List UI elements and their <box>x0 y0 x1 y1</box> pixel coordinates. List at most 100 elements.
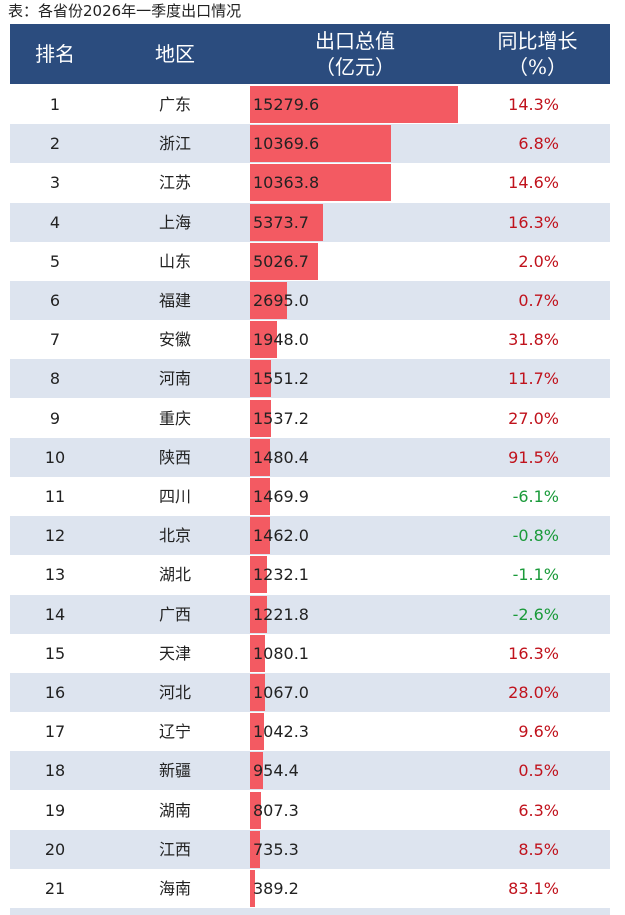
region: 海南 <box>158 879 191 898</box>
rank: 19 <box>44 800 66 820</box>
export-value: 1480.4 <box>253 447 309 467</box>
growth: -1.1% <box>512 565 559 585</box>
region: 河南 <box>158 369 191 389</box>
growth: -6.1% <box>512 487 559 506</box>
table-row: 9 重庆 1537.2 27.0% <box>10 399 610 438</box>
table-body: 1 广东 15279.6 14.3% 2 浙江 10369.6 6.8% 3 江苏 10363.8 1… <box>10 85 610 915</box>
rank: 11 <box>44 487 66 506</box>
rank: 10 <box>44 447 66 467</box>
bar <box>250 713 265 751</box>
growth: -0.8% <box>512 526 559 546</box>
rank: 14 <box>44 604 66 624</box>
table-row: 2 浙江 10369.6 6.8% <box>10 124 610 164</box>
export-value: 1042.3 <box>253 722 309 742</box>
bar <box>250 321 277 359</box>
region: 广东 <box>158 95 191 114</box>
table-row: 16 河北 1067.0 28.0% <box>10 673 610 712</box>
bar <box>250 164 392 202</box>
bar <box>250 282 287 319</box>
growth: 6.8% <box>518 134 559 154</box>
bar <box>250 399 271 437</box>
table-title: 表：各省份2026年一季度出口情况 <box>8 2 242 20</box>
bar <box>250 517 270 555</box>
growth: 83.1% <box>508 879 559 898</box>
table-row: 4 上海 5373.7 16.3% <box>10 202 610 242</box>
table-header: 排名 地区 出口总值 （亿元） 同比增长 （%） <box>10 24 610 84</box>
export-value: 5373.7 <box>253 212 309 232</box>
region: 河北 <box>158 683 191 702</box>
growth: 14.6% <box>508 173 559 193</box>
bar <box>250 830 260 868</box>
table-row: 8 河南 1551.2 11.7% <box>10 359 610 399</box>
region: 北京 <box>158 526 191 546</box>
bar <box>250 634 265 672</box>
region: 浙江 <box>158 134 191 154</box>
rank: 15 <box>44 643 66 663</box>
rank: 18 <box>44 761 66 781</box>
region: 湖南 <box>158 800 191 820</box>
region: 上海 <box>158 212 191 232</box>
table-row: 18 新疆 954.4 0.5% <box>10 751 610 791</box>
rank: 5 <box>49 251 61 271</box>
bar <box>250 203 324 241</box>
rank: 12 <box>44 526 66 546</box>
column-header: 出口总值 （亿元） <box>315 29 395 79</box>
bar <box>250 870 256 907</box>
region: 辽宁 <box>158 722 191 742</box>
rank: 13 <box>44 565 66 585</box>
table-row: 11 四川 1469.9 -6.1% <box>10 477 610 516</box>
rank: 4 <box>49 212 61 232</box>
region: 天津 <box>158 643 191 663</box>
rank: 1 <box>49 95 61 114</box>
growth: 11.7% <box>508 369 559 389</box>
rank: 6 <box>49 291 61 310</box>
growth: 27.0% <box>508 408 559 428</box>
bar <box>250 125 392 163</box>
table-row: 17 辽宁 1042.3 9.6% <box>10 712 610 751</box>
table-row: 10 陕西 1480.4 91.5% <box>10 437 610 477</box>
region: 江苏 <box>158 173 191 193</box>
export-value: 954.4 <box>253 761 299 781</box>
growth: 28.0% <box>508 683 559 702</box>
export-value: 1221.8 <box>253 604 309 624</box>
region: 新疆 <box>158 761 191 781</box>
growth: 2.0% <box>518 251 559 271</box>
growth: 31.8% <box>508 330 559 350</box>
rank: 16 <box>44 683 66 702</box>
region: 湖北 <box>158 565 191 585</box>
export-value: 735.3 <box>253 839 299 859</box>
rank: 20 <box>44 839 66 859</box>
table-row <box>10 908 610 915</box>
export-value: 10363.8 <box>253 173 320 193</box>
growth: 16.3% <box>508 212 559 232</box>
rank: 2 <box>49 134 61 154</box>
growth: 0.7% <box>518 291 559 310</box>
growth: 0.5% <box>518 761 559 781</box>
bar <box>250 242 319 280</box>
export-value: 1537.2 <box>253 408 309 428</box>
bar <box>250 556 267 594</box>
table-row: 6 福建 2695.0 0.7% <box>10 281 610 320</box>
growth: -2.6% <box>512 604 559 624</box>
bar <box>250 86 458 123</box>
region: 福建 <box>158 291 191 310</box>
export-value: 1948.0 <box>253 330 309 350</box>
bar <box>250 438 271 476</box>
table-row: 19 湖南 807.3 6.3% <box>10 791 610 830</box>
export-value: 1551.2 <box>253 369 309 389</box>
bar <box>250 791 261 829</box>
growth: 6.3% <box>518 800 559 820</box>
growth: 16.3% <box>508 643 559 663</box>
rank: 3 <box>49 173 61 193</box>
table-row: 20 江西 735.3 8.5% <box>10 829 610 869</box>
table-row: 14 广西 1221.8 -2.6% <box>10 594 610 634</box>
export-value: 10369.6 <box>253 134 320 154</box>
export-value: 2695.0 <box>253 291 309 310</box>
bar <box>250 595 267 633</box>
export-value: 15279.6 <box>253 95 320 114</box>
export-value: 5026.7 <box>253 251 309 271</box>
region: 四川 <box>158 487 191 506</box>
bar <box>250 752 263 790</box>
table-row: 21 海南 389.2 83.1% <box>10 869 610 908</box>
